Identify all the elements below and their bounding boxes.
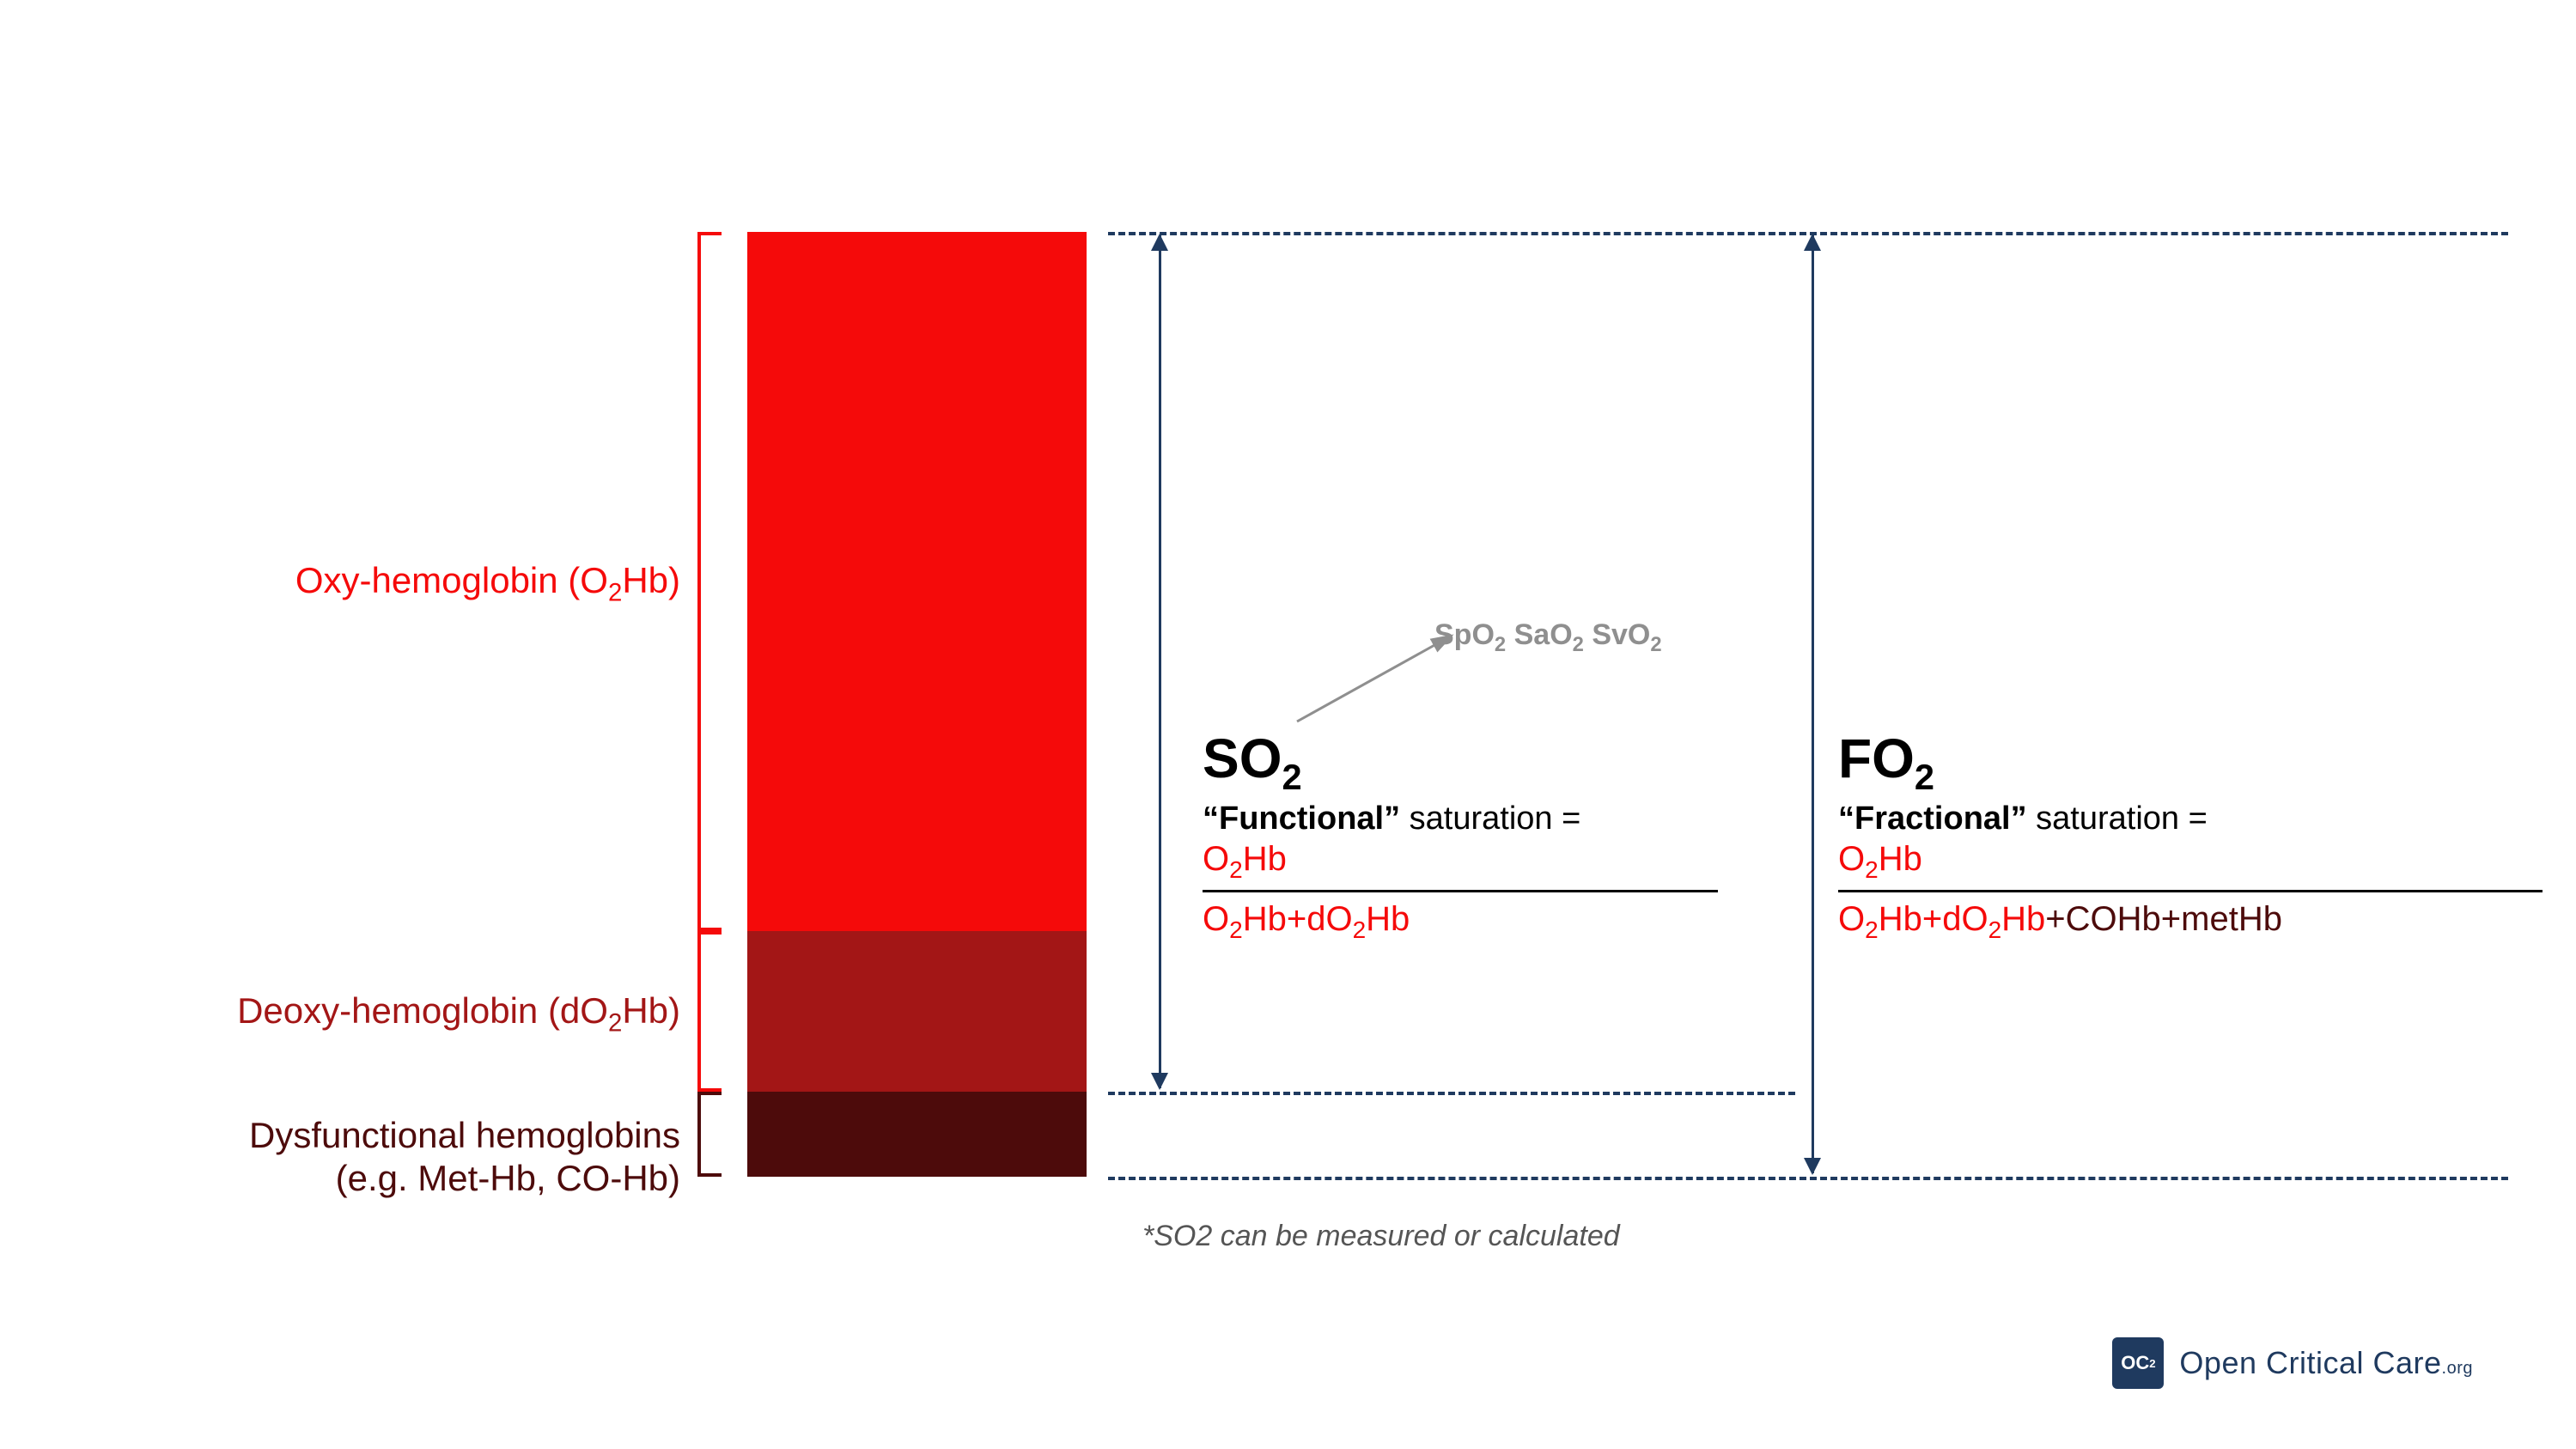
formula-fo2-subtitle: “Fractional” saturation = [1838,801,2543,837]
subtitle-bold: “Functional” [1203,801,1400,837]
logo-box-sub: 2 [2149,1357,2155,1370]
label-sub: 2 [608,578,622,606]
label-sub: 2 [608,1008,622,1037]
formula-fo2-denominator: O2Hb+dO2Hb+COHb+metHb [1838,898,2543,945]
footnote: *SO2 can be measured or calculated [1142,1220,1620,1253]
logo-box-text: OC [2121,1352,2149,1374]
subtitle-rest: saturation = [2027,801,2208,837]
formula-fo2-fraction-line [1838,890,2543,892]
label-text: Oxy-hemoglobin (O [295,560,608,600]
label-line1: Dysfunctional hemoglobins [52,1114,680,1157]
subtitle-rest: saturation = [1400,801,1580,837]
label-text: Deoxy-hemoglobin (dO [237,990,608,1031]
bracket-deoxyhemoglobin [697,931,722,1092]
label-line2: (e.g. Met-Hb, CO-Hb) [52,1157,680,1200]
title-sub: 2 [1915,757,1934,797]
formula-so2-title: SO2 [1203,730,1718,795]
label-text-post: Hb) [622,560,680,600]
logo-text: Open Critical Care.org [2179,1345,2473,1381]
formula-so2-numerator: O2Hb [1203,837,1718,885]
formula-fo2-numerator: O2Hb [1838,837,2543,885]
bracket-oxyhemoglobin [697,232,722,931]
bar-segment-deoxyhemoglobin [747,931,1087,1092]
logo-open-critical-care: OC2 Open Critical Care.org [2112,1337,2473,1389]
logo-text-main: Open Critical Care [2179,1345,2441,1380]
guide-line-deoxy-bottom [1108,1092,1795,1095]
logo-icon: OC2 [2112,1337,2164,1389]
label-deoxyhemoglobin: Deoxy-hemoglobin (dO2Hb) [52,989,680,1038]
label-text-post: Hb) [622,990,680,1031]
subtitle-bold: “Fractional” [1838,801,2027,837]
label-oxyhemoglobin: Oxy-hemoglobin (O2Hb) [52,559,680,608]
hemoglobin-stacked-bar [747,232,1087,1177]
formula-so2-fraction-line [1203,890,1718,892]
label-dysfunctional: Dysfunctional hemoglobins (e.g. Met-Hb, … [52,1114,680,1201]
note-saturation-types: SpO2 SaO2 SvO2 [1434,618,1662,657]
formula-so2-subtitle: “Functional” saturation = [1203,801,1718,837]
bracket-dysfunctional [697,1092,722,1177]
formula-so2: SO2 “Functional” saturation = O2Hb O2Hb+… [1203,730,1718,945]
logo-text-org: .org [2442,1359,2473,1378]
bar-segment-oxyhemoglobin [747,232,1087,931]
guide-line-bottom [1108,1177,2508,1180]
formula-fo2: FO2 “Fractional” saturation = O2Hb O2Hb+… [1838,730,2543,945]
formula-fo2-title: FO2 [1838,730,2543,795]
bar-segment-dysfunctional [747,1092,1087,1177]
formula-so2-denominator: O2Hb+dO2Hb [1203,898,1718,945]
title-main: FO [1838,728,1915,789]
title-sub: 2 [1282,757,1301,797]
title-main: SO [1203,728,1282,789]
